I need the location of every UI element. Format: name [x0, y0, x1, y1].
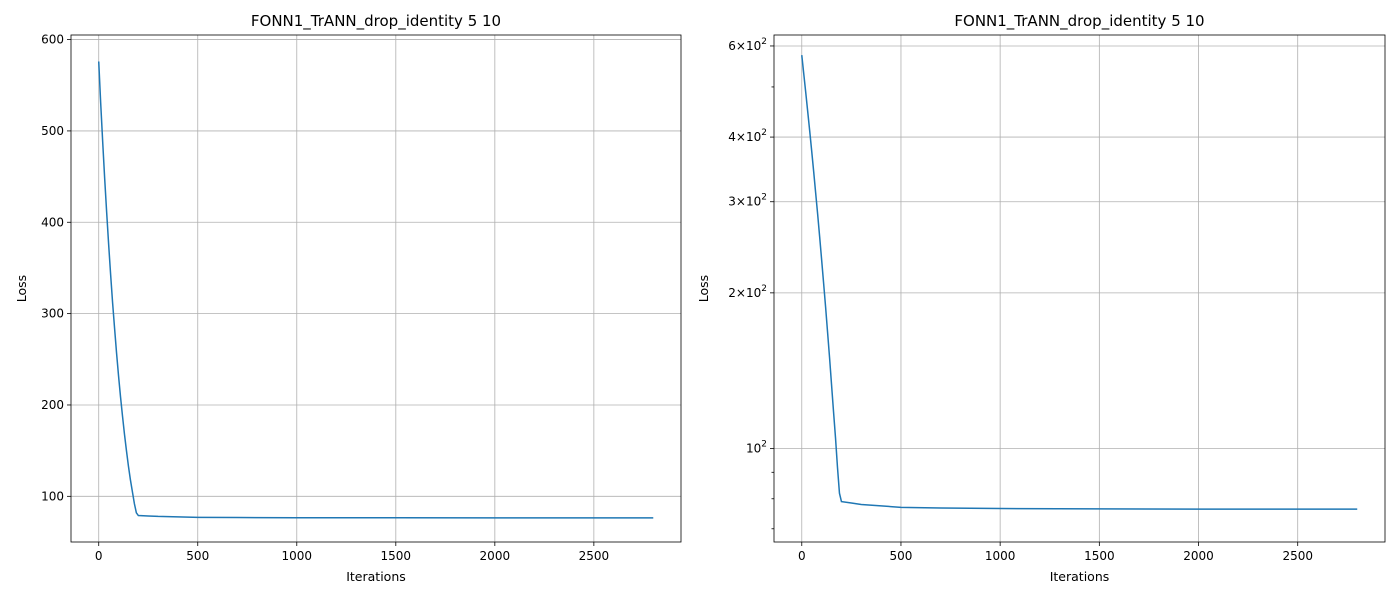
loss-series-line — [801, 55, 1358, 510]
x-tick-label: 2500 — [1282, 549, 1313, 563]
x-tick-label: 1500 — [1084, 549, 1115, 563]
y-axis-label: Loss — [14, 275, 29, 302]
chart-title: FONN1_TrANN_drop_identity 5 10 — [954, 12, 1204, 31]
y-tick-label: 300 — [41, 307, 64, 321]
y-tick-label: 4×102 — [728, 128, 767, 144]
x-tick-label: 1000 — [985, 549, 1016, 563]
y-tick-label: 500 — [41, 124, 64, 138]
x-tick-label: 0 — [798, 549, 806, 563]
x-tick-label: 0 — [95, 549, 103, 563]
tick-exponent: 2 — [761, 128, 767, 138]
y-tick-label: 6×102 — [728, 37, 767, 53]
y-tick-label: 400 — [41, 215, 64, 229]
chart-title: FONN1_TrANN_drop_identity 5 10 — [251, 12, 501, 31]
y-tick-label: 200 — [41, 398, 64, 412]
tick-exponent: 2 — [761, 440, 767, 450]
chart-panel-1: 0 500 1000 1500 2000 2500 100 200 300 400 500 600 FO… — [14, 12, 682, 584]
y-tick-label: 3×102 — [728, 193, 767, 209]
x-tick-label: 500 — [186, 549, 209, 563]
chart-panel-2: 0 500 1000 1500 2000 2500 102 2×102 3×102 4×102 6×… — [696, 12, 1386, 584]
tick-exponent: 2 — [761, 37, 767, 47]
x-axis-label: Iterations — [1050, 569, 1110, 584]
x-tick-label: 500 — [890, 549, 913, 563]
y-tick-label: 600 — [41, 33, 64, 47]
y-axis-label: Loss — [696, 275, 711, 302]
y-tick-label: 102 — [746, 440, 767, 456]
x-tick-label: 1000 — [282, 549, 313, 563]
x-tick-label: 2000 — [1183, 549, 1214, 563]
plot-frame — [70, 34, 682, 543]
tick-exponent: 2 — [761, 193, 767, 203]
loss-series-line — [97, 61, 654, 519]
x-axis-label: Iterations — [346, 569, 406, 584]
y-tick-label: 2×102 — [728, 284, 767, 300]
tick-exponent: 2 — [761, 284, 767, 294]
x-tick-label: 2000 — [480, 549, 511, 563]
y-tick-label: 100 — [41, 489, 64, 503]
plot-frame — [773, 34, 1386, 543]
x-tick-label: 2500 — [579, 549, 610, 563]
x-tick-label: 1500 — [381, 549, 412, 563]
